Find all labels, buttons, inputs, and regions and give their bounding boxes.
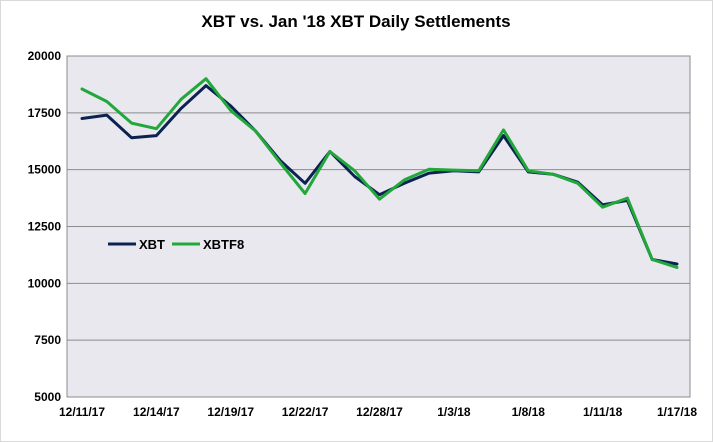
y-tick-label: 10000 <box>28 276 62 290</box>
x-tick-label: 12/28/17 <box>356 405 403 419</box>
x-axis-ticks: 12/11/17 12/14/17 12/19/17 12/22/17 12/28/17… <box>59 405 697 419</box>
legend: XBT XBTF8 <box>108 237 244 252</box>
x-tick-label: 1/17/18 <box>657 405 697 419</box>
x-tick-label: 12/19/17 <box>207 405 254 419</box>
y-tick-label: 7500 <box>34 333 61 347</box>
y-tick-label: 15000 <box>28 163 62 177</box>
y-tick-label: 20000 <box>28 49 62 63</box>
x-tick-label: 12/11/17 <box>59 405 105 419</box>
x-tick-label: 1/11/18 <box>583 405 623 419</box>
series-lines <box>80 77 679 269</box>
x-tick-label: 12/22/17 <box>282 405 329 419</box>
series-line-xbtf8 <box>80 77 679 269</box>
y-axis-ticks: 5000 7500 10000 12500 15000 17500 20000 <box>28 49 62 404</box>
y-tick-label: 12500 <box>28 220 62 234</box>
y-tick-label: 5000 <box>34 390 61 404</box>
legend-label-xbt: XBT <box>139 237 165 252</box>
y-tick-label: 17500 <box>28 106 62 120</box>
x-tick-label: 1/8/18 <box>512 405 546 419</box>
x-tick-label: 1/3/18 <box>437 405 471 419</box>
legend-label-xbtf8: XBTF8 <box>203 237 244 252</box>
chart-title: XBT vs. Jan '18 XBT Daily Settlements <box>201 12 510 31</box>
x-tick-label: 12/14/17 <box>133 405 180 419</box>
axes <box>66 56 690 398</box>
